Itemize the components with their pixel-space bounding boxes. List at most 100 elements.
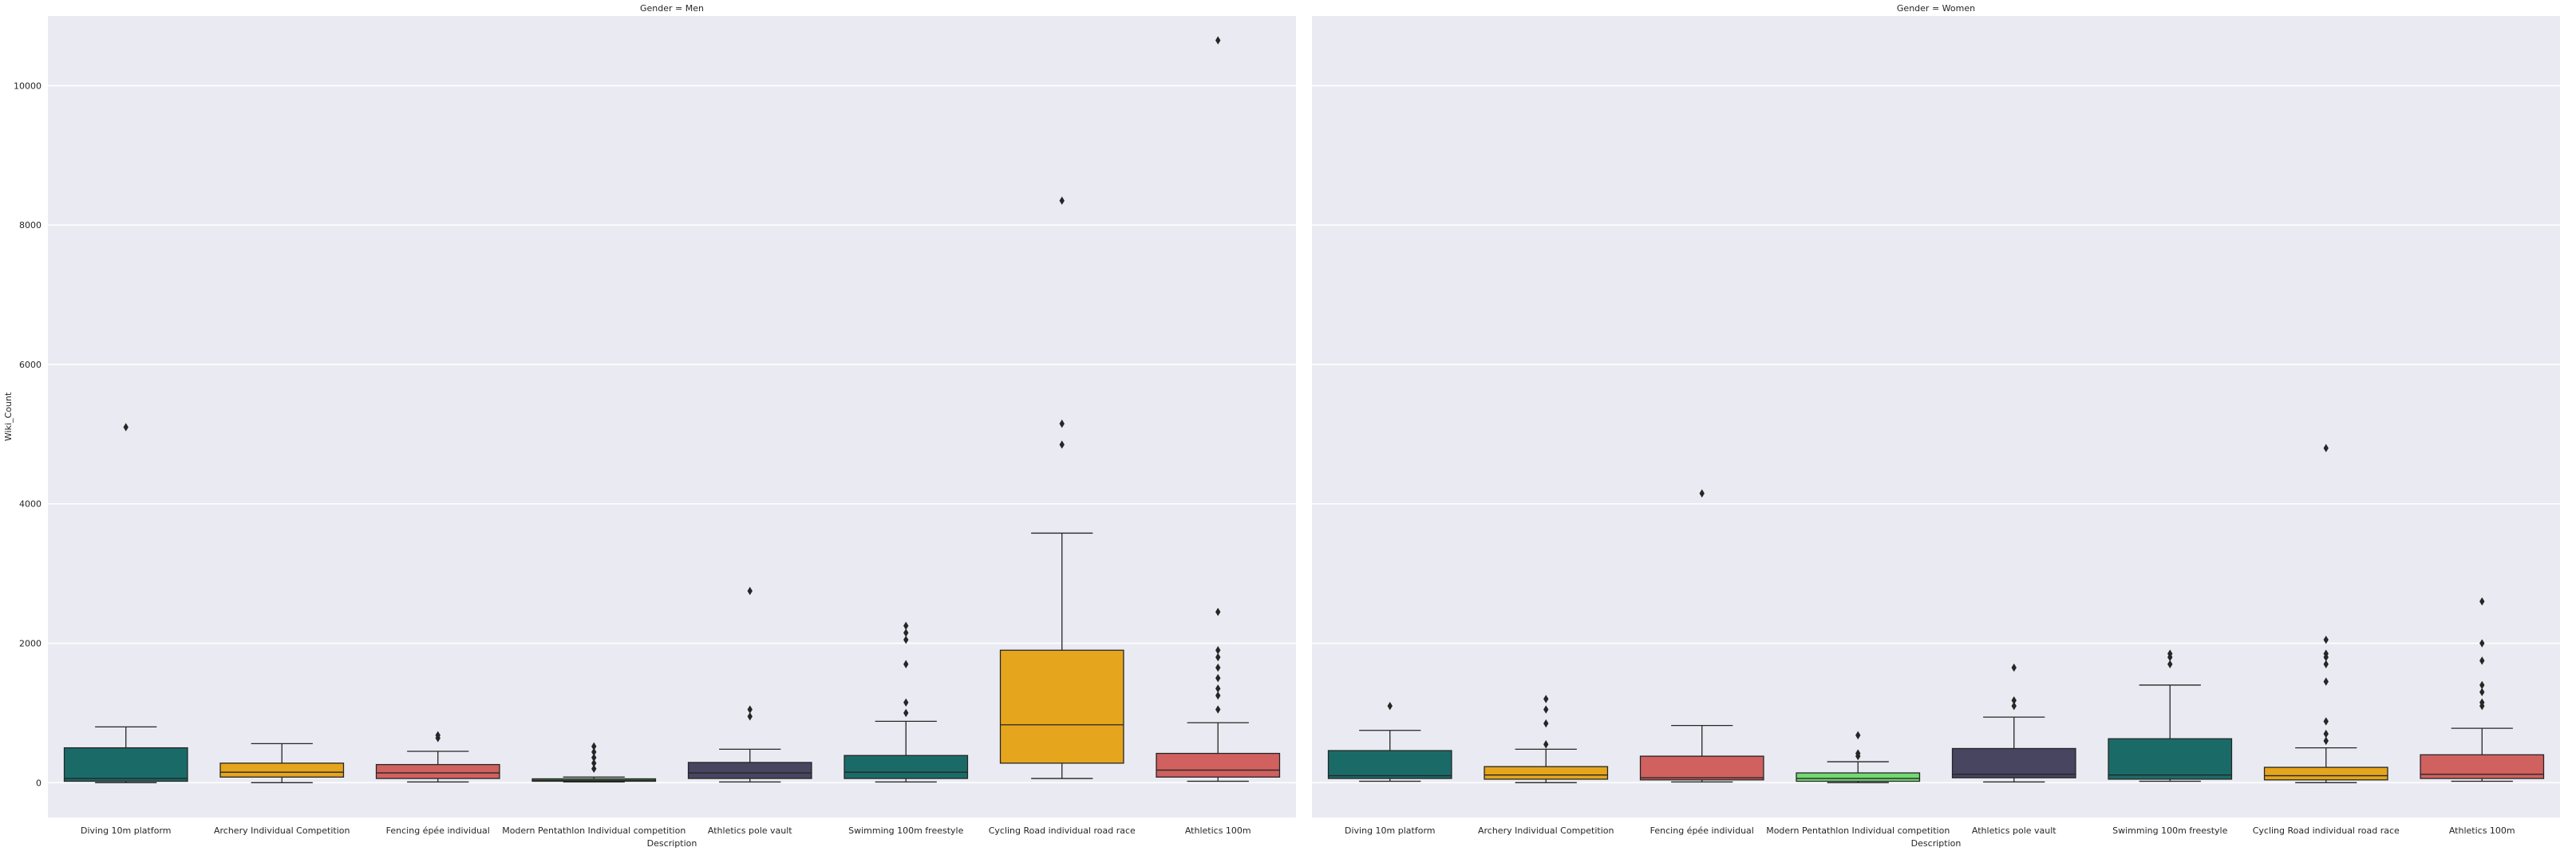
outlier-point <box>2323 736 2329 746</box>
y-tick-label: 6000 <box>19 360 41 370</box>
x-tick-label: Fencing épée individual <box>1650 825 1754 836</box>
outlier-point <box>2479 597 2485 606</box>
outlier-point <box>1215 684 1221 693</box>
box <box>1639 755 1764 781</box>
x-tick-label: Athletics 100m <box>2449 825 2515 836</box>
outlier-point <box>747 705 753 714</box>
outlier-point <box>1215 691 1221 700</box>
outlier-point <box>747 586 753 596</box>
outlier-point <box>435 731 441 740</box>
x-axis-label: Description <box>647 838 697 849</box>
box <box>2263 766 2388 781</box>
x-tick-label: Athletics pole vault <box>1972 825 2056 836</box>
plot-area-background <box>1312 16 2560 818</box>
outlier-point <box>2323 717 2329 726</box>
x-tick-label: Cycling Road individual road race <box>2253 825 2400 836</box>
outlier-point <box>1387 701 1393 711</box>
box <box>1796 772 1921 782</box>
outlier-point <box>2011 695 2017 705</box>
y-tick-label: 4000 <box>19 499 41 510</box>
outlier-point <box>1215 663 1221 672</box>
outlier-point <box>903 628 909 637</box>
outlier-point <box>1543 705 1549 714</box>
outlier-point <box>2479 680 2485 690</box>
outlier-point <box>1855 731 1861 740</box>
y-tick-label: 2000 <box>19 639 41 649</box>
outlier-point <box>1855 749 1861 758</box>
box <box>1951 747 2076 778</box>
outlier-point <box>2167 660 2173 668</box>
outlier-point <box>903 621 909 630</box>
box <box>375 763 500 779</box>
x-tick-label: Athletics pole vault <box>708 825 792 836</box>
outlier-point <box>2323 677 2329 686</box>
panel-title: Gender = Men <box>640 3 704 14</box>
outlier-point <box>591 747 597 757</box>
x-tick-label: Diving 10m platform <box>81 825 172 836</box>
box <box>844 755 969 779</box>
x-tick-label: Modern Pentathlon Individual competition <box>502 825 685 836</box>
x-tick-label: Archery Individual Competition <box>214 825 350 836</box>
outlier-point <box>591 753 597 762</box>
outlier-point <box>1059 440 1065 449</box>
outlier-point <box>1059 196 1065 205</box>
outlier-point <box>1215 652 1221 662</box>
outlier-point <box>1215 705 1221 714</box>
outlier-point <box>2323 635 2329 644</box>
outlier-point <box>2167 649 2173 658</box>
y-tick-label: 8000 <box>19 220 41 230</box>
outlier-point <box>1543 740 1549 749</box>
outlier-point <box>903 698 909 707</box>
outlier-point <box>2011 663 2017 672</box>
outlier-point <box>2323 660 2329 668</box>
box <box>1484 766 1609 780</box>
outlier-point <box>1699 489 1705 498</box>
outlier-point <box>591 758 597 768</box>
outlier-point <box>2479 688 2485 696</box>
box <box>1156 752 1281 778</box>
outlier-point <box>1543 695 1549 703</box>
outlier-point <box>1059 420 1065 428</box>
outlier-point <box>2479 656 2485 665</box>
y-tick-label: 10000 <box>14 81 41 91</box>
x-tick-label: Cycling Road individual road race <box>989 825 1136 836</box>
outlier-point <box>2479 698 2485 707</box>
outlier-point <box>903 635 909 644</box>
panel-title: Gender = Women <box>1897 3 1975 14</box>
y-tick-label: 0 <box>36 778 41 788</box>
outlier-point <box>591 764 597 774</box>
outlier-point <box>2011 701 2017 711</box>
x-tick-label: Athletics 100m <box>1185 825 1251 836</box>
box <box>219 762 345 778</box>
box <box>2108 738 2233 780</box>
outlier-point <box>123 423 128 431</box>
outlier-point <box>591 742 597 751</box>
outlier-point <box>1543 719 1549 728</box>
outlier-point <box>747 712 753 721</box>
outlier-point <box>903 660 909 668</box>
outlier-point <box>1215 674 1221 683</box>
outlier-point <box>2479 639 2485 648</box>
outlier-point <box>1215 607 1221 617</box>
box <box>63 747 188 782</box>
outlier-point <box>2323 729 2329 739</box>
x-tick-label: Swimming 100m freestyle <box>2112 825 2227 836</box>
x-tick-label: Fencing épée individual <box>386 825 490 836</box>
x-tick-label: Archery Individual Competition <box>1478 825 1614 836</box>
y-axis-label: Wiki_Count <box>3 392 14 441</box>
x-axis-label: Description <box>1911 838 1962 849</box>
box <box>687 762 812 779</box>
outlier-point <box>2323 649 2329 658</box>
x-tick-label: Diving 10m platform <box>1345 825 1436 836</box>
x-tick-label: Modern Pentathlon Individual competition <box>1766 825 1950 836</box>
outlier-point <box>1215 36 1221 45</box>
box <box>1327 750 1452 779</box>
outlier-point <box>903 708 909 718</box>
x-tick-label: Swimming 100m freestyle <box>848 825 963 836</box>
box <box>2420 754 2545 779</box>
box <box>999 649 1124 764</box>
outlier-point <box>1215 646 1221 655</box>
outlier-point <box>2323 443 2329 453</box>
